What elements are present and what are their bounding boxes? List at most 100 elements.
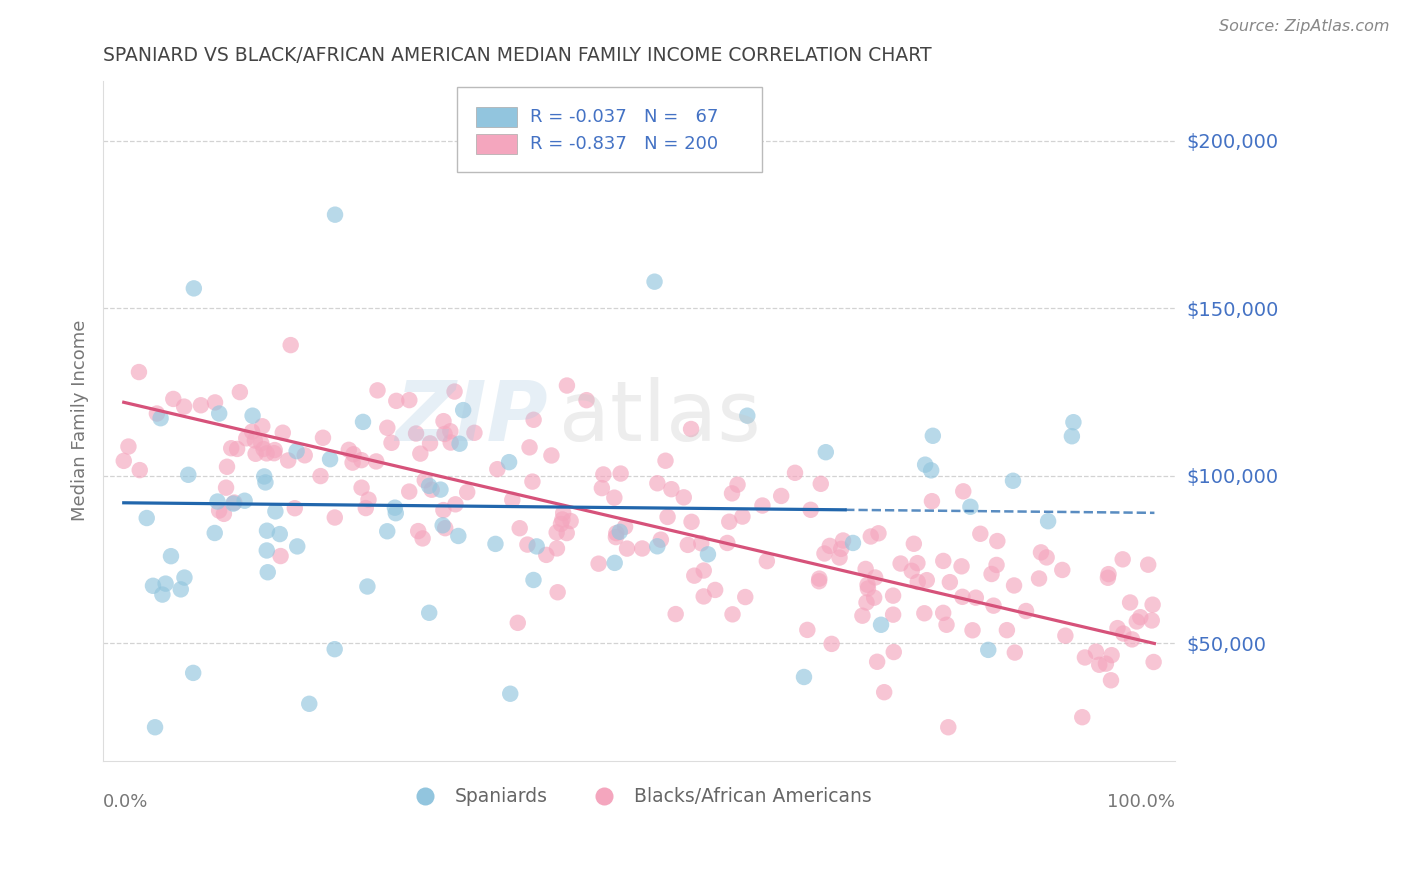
Point [808, 572, 831, 586]
Point [235, 431, 257, 445]
Point [905, 556, 928, 570]
Point [323, 510, 346, 524]
Point [256, 543, 278, 558]
Point [995, 623, 1018, 637]
Point [661, 482, 683, 496]
Point [1028, 572, 1050, 586]
Point [384, 500, 406, 515]
Point [751, 499, 773, 513]
Point [451, 403, 474, 417]
Point [242, 409, 264, 423]
Point [1052, 563, 1074, 577]
Point [921, 429, 943, 443]
Point [173, 571, 195, 585]
Point [631, 541, 654, 556]
Point [654, 454, 676, 468]
Point [243, 434, 266, 448]
Point [681, 515, 703, 529]
Point [882, 607, 904, 622]
Point [250, 436, 273, 450]
Point [1084, 645, 1107, 659]
Point [375, 421, 398, 435]
Point [1054, 629, 1077, 643]
Point [155, 576, 177, 591]
Point [734, 590, 756, 604]
Legend: Spaniards, Blacks/African Americans: Spaniards, Blacks/African Americans [399, 780, 880, 814]
Point [609, 467, 631, 481]
Point [354, 501, 377, 516]
Point [832, 533, 855, 548]
Text: R = -0.037   N =   67: R = -0.037 N = 67 [530, 108, 718, 126]
Point [447, 529, 470, 543]
Point [405, 426, 427, 441]
Point [385, 506, 408, 520]
Text: 0.0%: 0.0% [103, 793, 149, 812]
Point [150, 588, 173, 602]
Point [285, 540, 308, 554]
Point [935, 617, 957, 632]
Point [215, 459, 238, 474]
Point [560, 514, 582, 528]
Point [820, 637, 842, 651]
Point [284, 501, 307, 516]
Point [681, 422, 703, 436]
Point [959, 500, 981, 514]
Point [501, 492, 523, 507]
Bar [477, 134, 517, 154]
Point [271, 425, 294, 440]
Point [614, 520, 637, 534]
Point [810, 476, 832, 491]
Point [385, 393, 408, 408]
Point [830, 541, 852, 556]
Point [208, 503, 231, 517]
Point [342, 456, 364, 470]
Point [859, 529, 882, 543]
Point [190, 398, 212, 412]
Point [181, 665, 204, 680]
Point [183, 281, 205, 295]
Point [721, 486, 744, 500]
Point [444, 497, 467, 511]
Point [952, 590, 974, 604]
Point [367, 384, 389, 398]
Point [215, 481, 238, 495]
Point [863, 570, 886, 584]
Point [398, 484, 420, 499]
Point [1137, 558, 1160, 572]
Point [440, 435, 463, 450]
Point [1112, 626, 1135, 640]
Point [915, 573, 938, 587]
Point [432, 503, 454, 517]
Point [813, 547, 835, 561]
Point [117, 440, 139, 454]
Point [1097, 571, 1119, 585]
Point [412, 532, 434, 546]
Point [162, 392, 184, 406]
Point [1029, 545, 1052, 559]
Point [204, 395, 226, 409]
Point [868, 526, 890, 541]
Point [609, 524, 631, 539]
Point [818, 539, 841, 553]
Point [814, 445, 837, 459]
Point [356, 580, 378, 594]
Point [1004, 646, 1026, 660]
Point [254, 475, 277, 490]
Point [693, 564, 716, 578]
Point [907, 574, 929, 589]
Point [842, 536, 865, 550]
Point [323, 208, 346, 222]
Point [285, 444, 308, 458]
Point [914, 458, 936, 472]
Point [263, 446, 285, 460]
Point [932, 606, 955, 620]
Point [555, 378, 578, 392]
Text: SPANIARD VS BLACK/AFRICAN AMERICAN MEDIAN FAMILY INCOME CORRELATION CHART: SPANIARD VS BLACK/AFRICAN AMERICAN MEDIA… [103, 46, 932, 65]
Point [522, 475, 544, 489]
Point [375, 524, 398, 539]
Point [793, 670, 815, 684]
Point [1035, 550, 1057, 565]
Point [312, 431, 335, 445]
Point [553, 506, 575, 520]
Point [783, 466, 806, 480]
